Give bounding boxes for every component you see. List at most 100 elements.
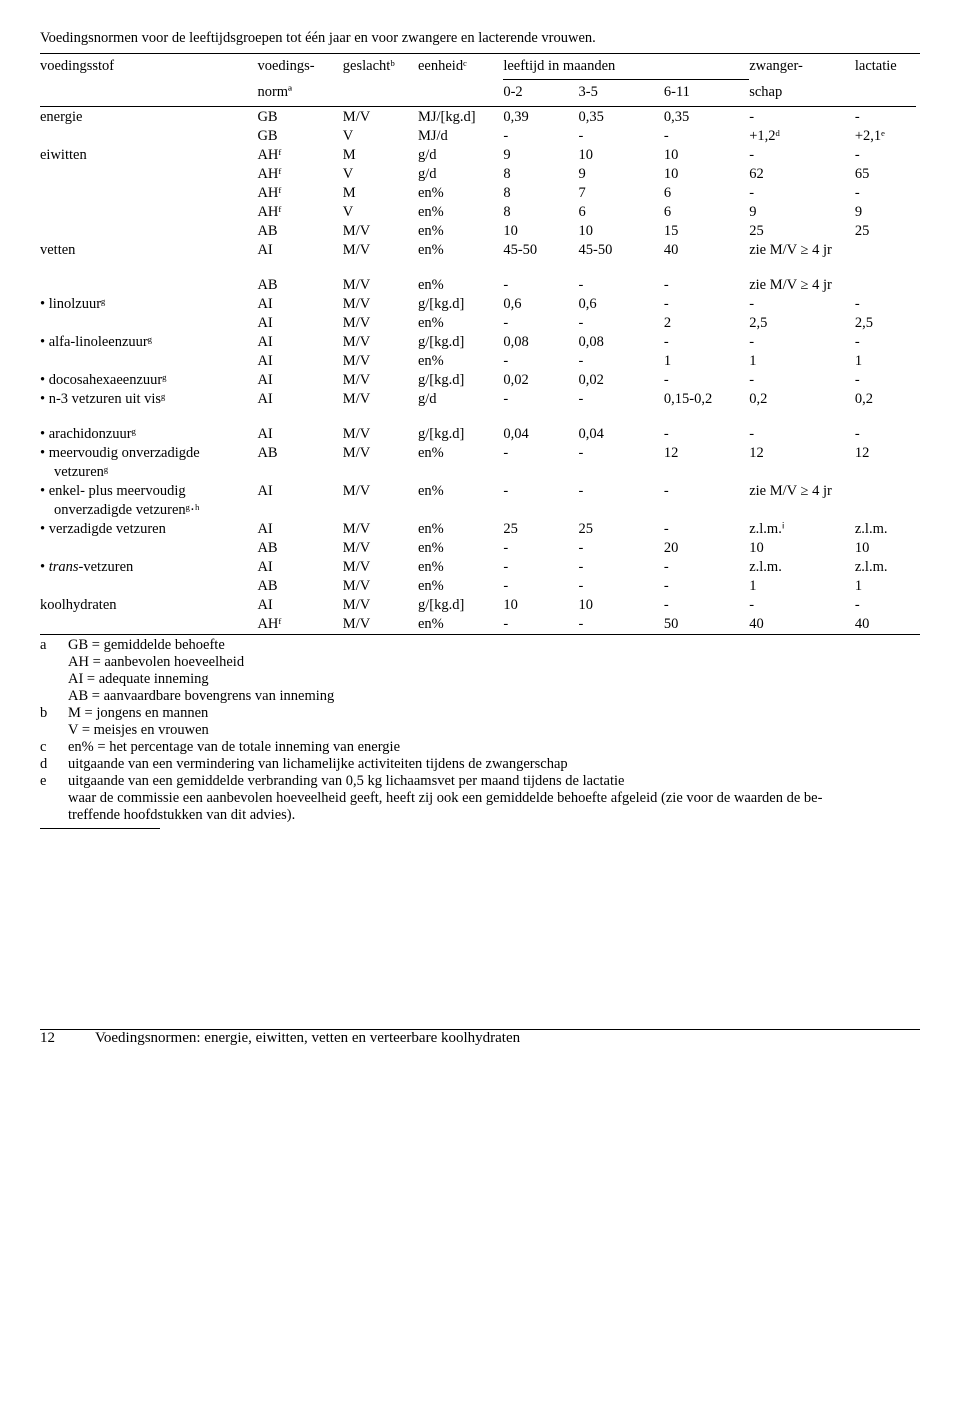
rule-under-header [40,106,916,107]
table-cell: - [579,390,664,409]
hdr-geslacht: geslachtᵇ [343,58,395,74]
table-cell: en% [418,520,503,539]
footnote-text: en% = het percentage van de totale innem… [68,739,400,756]
footnote-text: AH = aanbevolen hoeveelheid [68,654,244,671]
footnote-text: AI = adequate inneming [68,671,209,688]
table-cell: 1 [855,352,920,371]
table-cell [40,615,257,634]
footnote-text: uitgaande van een gemiddelde verbranding… [68,773,624,790]
table-cell: V [343,127,418,146]
table-cell: • alfa-linoleenzuurᵍ [40,333,257,352]
footnote-text: V = meisjes en vrouwen [68,722,209,739]
footnote-key: d [40,756,68,773]
table-cell: - [664,596,749,615]
table-cell: 9 [579,165,664,184]
table-row: • n-3 vetzuren uit visᵍAIM/Vg/d--0,15-0,… [40,390,920,409]
table-cell: - [503,577,578,596]
table-cell: AI [257,295,342,314]
table-cell: 2,5 [855,314,920,333]
table-cell: koolhydraten [40,596,257,615]
table-row: eiwittenAHᶠMg/d91010-- [40,146,920,165]
table-cell: en% [418,241,503,260]
table-cell: - [664,127,749,146]
table-cell: - [664,558,749,577]
table-cell: - [579,539,664,558]
table-cell [257,501,342,520]
footnote-text: uitgaande van een vermindering van licha… [68,756,568,773]
table-cell: +1,2ᵈ [749,127,855,146]
table-row: AHᶠMen%876-- [40,184,920,203]
table-cell: - [664,295,749,314]
table-cell: AB [257,444,342,463]
table-cell [257,463,342,482]
table-cell: 45-50 [579,241,664,260]
table-cell: - [503,390,578,409]
header-row-1: voedingsstof voedings- geslachtᵇ eenheid… [40,54,920,80]
table-cell: M/V [343,596,418,615]
table-cell: AI [257,314,342,333]
table-cell: 0,08 [503,333,578,352]
hdr-leeftijd: leeftijd in maanden [503,58,615,74]
hdr-voedingsstof: voedingsstof [40,58,114,74]
table-row: AHᶠM/Ven%--504040 [40,615,920,634]
table-row: GBVMJ/d---+1,2ᵈ+2,1ᵉ [40,127,920,146]
table-cell: g/d [418,165,503,184]
table-cell [40,165,257,184]
table-cell [749,501,855,520]
table-cell: 12 [664,444,749,463]
table-cell: M/V [343,482,418,501]
table-cell: 62 [749,165,855,184]
table-cell: 10 [503,222,578,241]
footnote-row: V = meisjes en vrouwen [40,722,920,739]
rule-bottom-table [40,634,920,635]
table-cell: - [503,314,578,333]
table-cell: +2,1ᵉ [855,127,920,146]
table-cell [664,463,749,482]
hdr-eenheid: eenheidᶜ [418,58,467,74]
table-cell: 0,2 [855,390,920,409]
table-row: • linolzuurᵍAIM/Vg/[kg.d]0,60,6--- [40,295,920,314]
footnote-key [40,807,68,824]
table-cell: 10 [503,596,578,615]
footnote-row: euitgaande van een gemiddelde verbrandin… [40,773,920,790]
nutrition-table: voedingsstof voedings- geslachtᵇ eenheid… [40,54,920,634]
rule-short [40,828,160,829]
table-cell: AI [257,352,342,371]
table-cell: AHᶠ [257,184,342,203]
table-cell: - [664,577,749,596]
footnote-key [40,688,68,705]
table-cell [40,539,257,558]
table-cell: 10 [855,539,920,558]
table-cell: - [664,276,749,295]
table-cell: en% [418,615,503,634]
table-cell: en% [418,184,503,203]
table-cell: 0,2 [749,390,855,409]
table-cell: 0,02 [503,371,578,390]
table-cell: • n-3 vetzuren uit visᵍ [40,390,257,409]
table-cell: 1 [855,577,920,596]
table-cell: 10 [579,146,664,165]
table-cell: - [503,127,578,146]
table-cell: AI [257,482,342,501]
table-cell: vetten [40,241,257,260]
table-cell: 2 [664,314,749,333]
table-cell: - [503,482,578,501]
table-cell: 6 [664,203,749,222]
table-cell: 10 [579,222,664,241]
table-cell: g/d [418,390,503,409]
table-cell: M/V [343,352,418,371]
table-cell: 1 [749,352,855,371]
table-cell [343,463,418,482]
table-cell: M/V [343,558,418,577]
table-cell: 10 [664,165,749,184]
table-cell: energie [40,108,257,127]
table-cell: onverzadigde vetzurenᵍ·ʰ [40,501,257,520]
table-cell: en% [418,444,503,463]
hdr-zwanger-l2: schap [749,84,782,100]
page-number: 12 [40,1030,55,1047]
table-cell: 6 [579,203,664,222]
table-cell: 10 [664,146,749,165]
table-cell: - [855,184,920,203]
table-cell: en% [418,222,503,241]
table-cell [40,577,257,596]
